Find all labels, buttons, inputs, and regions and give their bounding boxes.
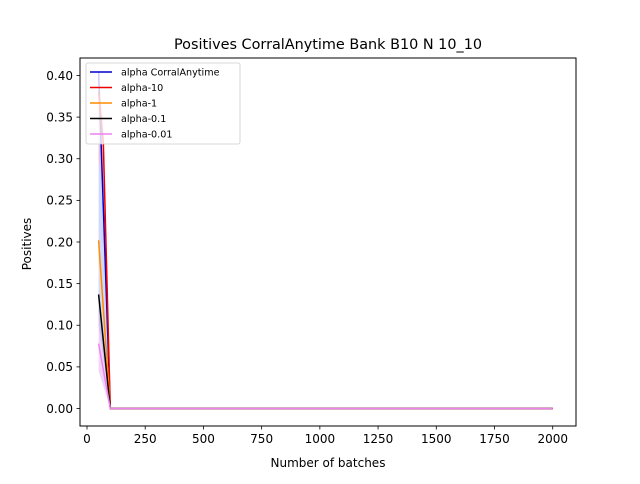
legend-box [85, 62, 241, 145]
legend-label: alpha-0.01 [121, 130, 172, 141]
y-tick-label: 0.40 [46, 69, 73, 83]
line-series-4 [97, 343, 553, 410]
x-tick-label: 2000 [537, 432, 568, 446]
y-tick-label: 0.05 [46, 360, 73, 374]
y-tick-label: 0.00 [46, 402, 73, 416]
x-tick-label: 750 [250, 432, 273, 446]
legend-label: alpha-10 [121, 83, 163, 94]
chart-title: Positives CorralAnytime Bank B10 N 10_10 [174, 37, 482, 53]
legend-label: alpha CorralAnytime [121, 68, 220, 79]
y-tick-label: 0.35 [46, 110, 73, 124]
legend: alpha CorralAnytime alpha-10 alpha-1 alpha-… [85, 62, 241, 145]
x-tick-label: 0 [83, 432, 91, 446]
y-tick-label: 0.25 [46, 194, 73, 208]
x-tick-label: 1750 [479, 432, 510, 446]
x-tick-label: 250 [134, 432, 157, 446]
legend-label: alpha-1 [121, 99, 157, 110]
legend-label: alpha-0.1 [121, 114, 166, 125]
y-tick-label: 0.30 [46, 152, 73, 166]
x-tick-label: 500 [192, 432, 215, 446]
x-tick-label: 1500 [421, 432, 452, 446]
y-tick-label: 0.15 [46, 277, 73, 291]
y-axis: 0.00 0.05 0.10 0.15 0.20 0.25 0.30 0.35 0.40 [46, 69, 80, 416]
y-tick-label: 0.10 [46, 319, 73, 333]
x-axis-label: Number of batches [271, 456, 386, 470]
y-axis-label: Positives [20, 218, 34, 271]
x-tick-label: 1000 [305, 432, 336, 446]
x-tick-label: 1250 [363, 432, 394, 446]
x-axis: 0 250 500 750 1000 1250 1500 1750 2000 [83, 426, 568, 446]
y-tick-label: 0.20 [46, 235, 73, 249]
